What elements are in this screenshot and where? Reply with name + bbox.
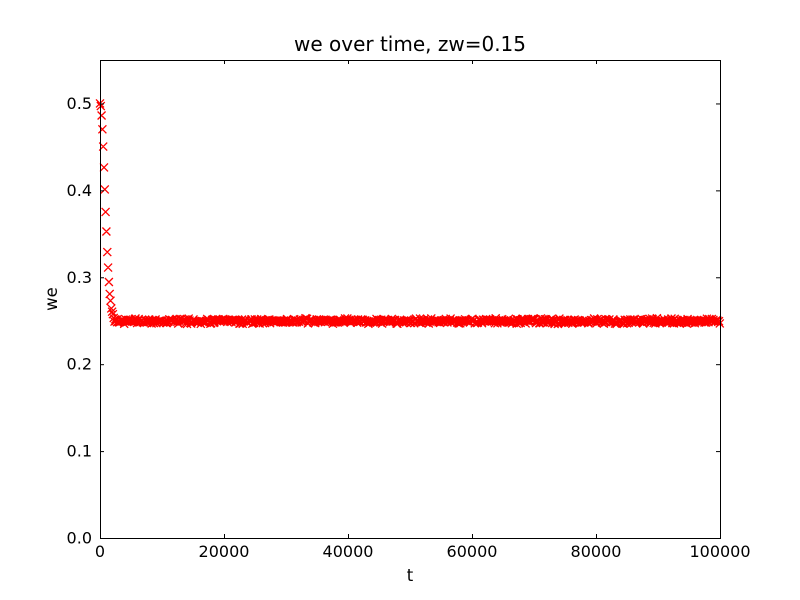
y-tick-label: 0.4 bbox=[67, 181, 92, 200]
chart-title: we over time, zw=0.15 bbox=[294, 32, 526, 56]
y-axis-label: we bbox=[42, 287, 61, 311]
y-tick-label: 0.3 bbox=[67, 268, 92, 287]
x-tick-label: 40000 bbox=[323, 542, 374, 561]
x-tick-label: 100000 bbox=[689, 542, 750, 561]
data-markers bbox=[95, 98, 725, 329]
plot-area: 0 20000 40000 60000 80000 100000 0.0 0.1 0.2 0.3 0… bbox=[67, 60, 751, 561]
y-tick-label: 0.2 bbox=[67, 355, 92, 374]
x-axis-label: t bbox=[407, 566, 414, 585]
x-tick-label: 20000 bbox=[199, 542, 250, 561]
x-tick-label: 60000 bbox=[447, 542, 498, 561]
axes-frame bbox=[100, 60, 721, 539]
x-tick-label: 80000 bbox=[571, 542, 622, 561]
y-tick-label: 0.5 bbox=[67, 94, 92, 113]
y-tick-label: 0.1 bbox=[67, 442, 92, 461]
y-tick-label: 0.0 bbox=[67, 529, 92, 548]
x-tick-label: 0 bbox=[95, 542, 105, 561]
